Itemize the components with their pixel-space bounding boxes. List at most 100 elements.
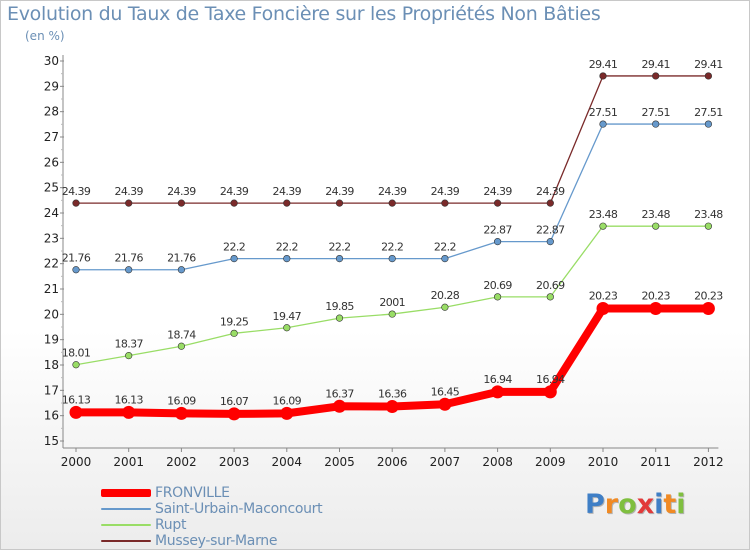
data-point	[494, 293, 502, 301]
legend-item: Rupt	[101, 517, 401, 533]
data-label: 24.39	[483, 185, 512, 198]
data-label: 16.13	[62, 393, 91, 406]
x-tick-label: 2004	[272, 455, 303, 469]
y-tick-label: 29	[44, 79, 59, 93]
y-tick-label: 28	[44, 105, 59, 119]
data-label: 24.39	[220, 185, 249, 198]
data-label: 24.39	[273, 185, 302, 198]
proxiti-logo: Proxiti	[585, 489, 686, 520]
data-point	[283, 324, 291, 332]
data-point	[72, 361, 80, 369]
data-point	[704, 222, 713, 230]
x-tick-label: 2000	[61, 455, 92, 469]
data-point	[72, 199, 80, 207]
data-point	[438, 397, 452, 411]
data-label: 21.76	[62, 252, 91, 265]
series-points	[69, 72, 715, 421]
data-labels: 21.76 21.76 21.76 22.2 22.2 22.2 22.2 22.2 22.87…	[62, 58, 724, 408]
data-point	[546, 199, 554, 207]
data-point	[177, 199, 185, 207]
data-point	[388, 199, 396, 207]
data-label: 21.76	[167, 252, 196, 265]
data-point	[125, 199, 133, 207]
data-point	[335, 255, 344, 263]
data-label: 19.47	[273, 310, 302, 323]
data-point	[388, 310, 396, 318]
x-tick-label: 2002	[166, 455, 197, 469]
data-point	[335, 199, 344, 207]
legend-label: Saint-Urbain-Maconcourt	[155, 501, 323, 517]
data-label: 16.45	[431, 385, 460, 398]
data-point	[441, 199, 449, 207]
y-tick-label: 25	[44, 181, 59, 195]
data-point	[596, 302, 610, 316]
data-point	[230, 329, 238, 337]
legend: FRONVILLE Saint-Urbain-Maconcourt Rupt Muss…	[101, 485, 401, 549]
data-label: 16.13	[114, 393, 143, 406]
legend-item: Mussey-sur-Marne	[101, 533, 401, 549]
y-tick-label: 27	[44, 130, 59, 144]
data-label: 23.48	[589, 208, 618, 221]
y-tick-label: 15	[44, 434, 59, 448]
data-point	[652, 72, 660, 80]
data-label: 27.51	[589, 106, 618, 119]
x-tick-label: 2007	[430, 455, 461, 469]
data-point	[177, 266, 185, 274]
tick-labels: 15 16 17 18 19 20 21 22 23 24 25 26 27 28 29 30 2000 2001…	[44, 54, 724, 469]
data-label: 20.23	[641, 290, 670, 303]
y-tick-label: 30	[44, 54, 59, 68]
y-tick-label: 23	[44, 231, 59, 245]
logo-letter: o	[618, 489, 637, 520]
data-label: 20.23	[694, 290, 723, 303]
data-point	[227, 407, 241, 421]
data-point	[704, 120, 713, 128]
data-point	[599, 72, 607, 80]
data-point	[491, 385, 505, 399]
x-tick-label: 2010	[588, 455, 619, 469]
data-label: 22.2	[223, 241, 245, 254]
data-point	[385, 400, 399, 414]
logo-letter: i	[676, 489, 686, 520]
y-tick-label: 16	[44, 409, 59, 423]
data-point	[283, 199, 291, 207]
data-point	[388, 255, 396, 263]
y-tick-label: 21	[44, 282, 59, 296]
y-tick-label: 19	[44, 333, 59, 347]
data-point	[283, 255, 291, 263]
series-line-mussey-sur-marne	[75, 75, 710, 204]
data-label: 18.37	[114, 338, 143, 351]
y-tick-label: 26	[44, 155, 59, 169]
data-label: 22.2	[328, 241, 350, 254]
data-point	[174, 406, 188, 420]
data-point	[72, 266, 80, 274]
x-tick-label: 2008	[482, 455, 513, 469]
data-label: 16.09	[273, 394, 302, 407]
data-label: 16.36	[378, 388, 407, 401]
data-point	[546, 293, 554, 301]
logo-letter: t	[663, 489, 677, 520]
data-label: 24.39	[431, 185, 460, 198]
data-point	[649, 302, 663, 316]
legend-item: FRONVILLE	[101, 485, 401, 501]
data-label: 20.28	[431, 289, 460, 302]
data-point	[599, 120, 607, 128]
axes	[60, 55, 719, 452]
data-label: 29.41	[641, 58, 670, 71]
data-label: 22.2	[381, 241, 403, 254]
logo-letter: P	[585, 489, 605, 520]
data-label: 29.41	[589, 58, 618, 71]
data-point	[441, 303, 449, 311]
x-tick-label: 2005	[324, 455, 355, 469]
y-tick-label: 24	[44, 206, 59, 220]
data-label: 27.51	[694, 106, 723, 119]
data-label: 23.48	[694, 208, 723, 221]
chart-title: Evolution du Taux de Taxe Foncière sur l…	[7, 3, 601, 25]
data-label: 20.23	[589, 290, 618, 303]
legend-swatch	[101, 540, 151, 542]
data-point	[230, 255, 238, 263]
y-tick-label: 22	[44, 257, 59, 271]
data-point	[335, 314, 344, 322]
x-tick-label: 2009	[535, 455, 566, 469]
data-point	[69, 405, 83, 419]
legend-swatch	[101, 489, 151, 497]
